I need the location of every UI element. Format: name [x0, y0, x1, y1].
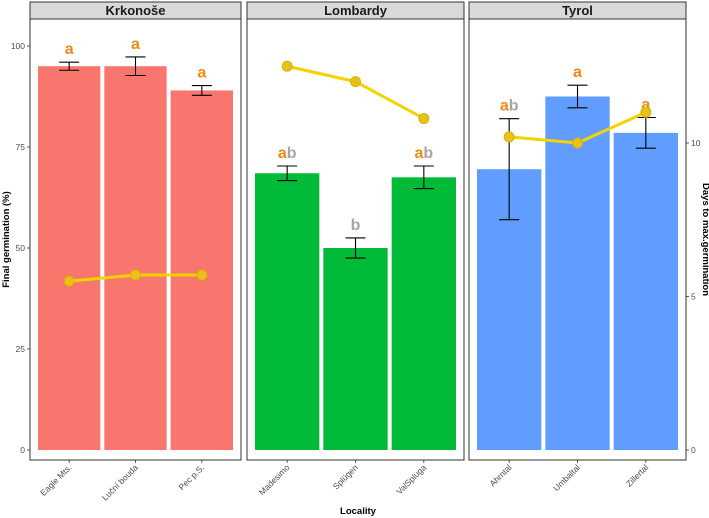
y-axis-title: Final germination (%) [1, 191, 12, 288]
bar-spl-gen [323, 248, 388, 450]
significance-letter-a: a [197, 65, 206, 82]
bar-umbaltal [545, 96, 610, 450]
days-point-pec-p-s [196, 269, 208, 281]
significance-letter-b: b [509, 98, 519, 115]
significance-letter-a: a [65, 41, 74, 58]
days-point-zillertal [640, 106, 652, 118]
y2-tick-label-5: 5 [691, 292, 696, 302]
significance-letter-a: a [500, 98, 509, 115]
significance-label-pec-p-s: a [197, 65, 206, 82]
days-point-madesimo [281, 60, 293, 72]
bar-zillertal [613, 132, 678, 451]
significance-label-zillertal: a [641, 97, 650, 114]
y-tick-label-50: 50 [16, 243, 26, 253]
strip-krkono-e [29, 1, 242, 20]
bar-lu-n-bouda [104, 66, 167, 450]
y-tick-label-0: 0 [20, 445, 25, 455]
x-axis-title: Locality [340, 506, 377, 517]
panel-title-tyrol: Tyrol [562, 3, 593, 18]
significance-label-umbaltal: a [573, 64, 582, 81]
x-tick-label-umbaltal: Umbaltal [551, 462, 582, 493]
significance-letter-a: a [641, 97, 650, 114]
significance-letter-b: b [423, 145, 433, 162]
days-point-eagle-mts [63, 275, 75, 287]
days-point-lu-n-bouda [130, 269, 141, 281]
significance-label-valspluga: ab [414, 145, 433, 162]
x-tick-label-madesimo: Madesimo [257, 462, 292, 497]
significance-letter-a: a [278, 145, 287, 162]
x-tick-label-pec-p-s: Pec p.S. [176, 462, 206, 492]
significance-letter-b: b [351, 217, 361, 234]
bar-madesimo [255, 173, 320, 450]
significance-label-ahrntal: ab [500, 98, 519, 115]
bar-valspluga [391, 177, 456, 451]
days-point-ahrntal [503, 131, 515, 143]
panel-title-lombardy: Lombardy [324, 3, 388, 18]
y2-tick-label-0: 0 [691, 445, 696, 455]
significance-label-spl-gen: b [351, 217, 361, 234]
x-tick-label-valspluga: ValSpluga [394, 462, 428, 496]
y2-axis-title: Days to max.germination [700, 183, 709, 296]
y-tick-label-75: 75 [16, 142, 26, 152]
significance-letter-a: a [131, 36, 140, 53]
x-tick-label-eagle-mts: Eagle Mts. [38, 462, 73, 497]
days-point-spl-gen [350, 76, 361, 88]
x-tick-label-spl-gen: Splügen [331, 462, 360, 491]
y-tick-label-25: 25 [16, 344, 26, 354]
x-tick-label-ahrntal: Ahrntal [487, 462, 513, 488]
y-tick-label-100: 100 [11, 41, 25, 51]
y2-tick-label-10: 10 [691, 138, 701, 148]
significance-label-lu-n-bouda: a [131, 36, 140, 53]
panel-title-krkono-e: Krkonoše [106, 3, 166, 18]
x-tick-label-lu-n-bouda: Luční bouda [100, 462, 140, 502]
days-point-umbaltal [572, 137, 583, 149]
significance-letter-b: b [287, 145, 297, 162]
significance-label-madesimo: ab [278, 145, 297, 162]
significance-label-eagle-mts: a [65, 41, 74, 58]
days-point-valspluga [418, 112, 430, 124]
significance-letter-a: a [573, 64, 582, 81]
significance-letter-a: a [414, 145, 423, 162]
x-tick-label-zillertal: Zillertal [624, 462, 651, 489]
strip-tyrol [468, 1, 687, 20]
strip-lombardy [246, 1, 465, 20]
bar-eagle-mts [38, 66, 101, 450]
